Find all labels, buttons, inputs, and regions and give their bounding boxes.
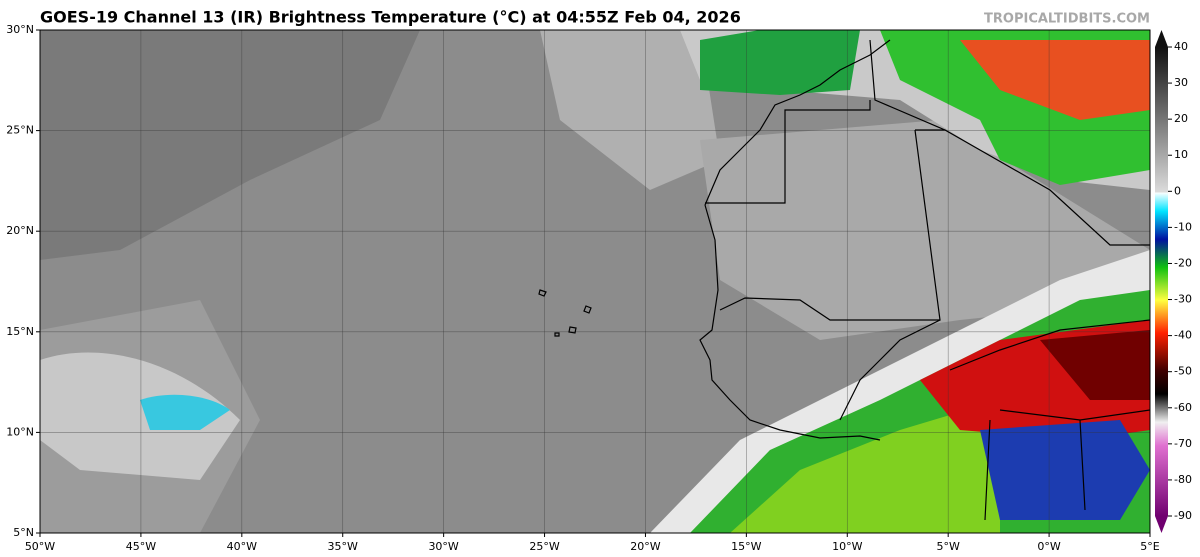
lon-label: 0°W (1037, 540, 1060, 553)
lat-label: 20°N (6, 224, 34, 237)
lat-label: 10°N (6, 425, 34, 438)
lon-label: 45°W (126, 540, 156, 553)
lat-label: 15°N (6, 325, 34, 338)
title: GOES-19 Channel 13 (IR) Brightness Tempe… (40, 8, 741, 27)
lon-label: 5°W (936, 540, 959, 553)
borders (538, 39, 1150, 521)
colorbar-label: -50 (1174, 365, 1192, 378)
colorbar-label: -80 (1174, 473, 1192, 486)
lon-label: 25°W (529, 540, 559, 553)
colorbar-label: 40 (1174, 40, 1188, 53)
lat-label: 5°N (13, 526, 34, 539)
colorbar-label: -40 (1174, 329, 1192, 342)
lon-label: 30°W (428, 540, 458, 553)
lon-label: 50°W (25, 540, 55, 553)
colorbar-label: -10 (1174, 220, 1192, 233)
map-frame (39, 29, 1151, 534)
imagery (40, 30, 1150, 533)
colorbar-label: -60 (1174, 401, 1192, 414)
colorbar-label: 30 (1174, 76, 1188, 89)
lon-label: 35°W (328, 540, 358, 553)
lat-label: 25°N (6, 124, 34, 137)
lon-label: 15°W (731, 540, 761, 553)
colorbar-label: -90 (1174, 509, 1192, 522)
lon-label: 5°E (1140, 540, 1159, 553)
watermark: TROPICALTIDBITS.COM (984, 12, 1150, 27)
colorbar-label: -70 (1174, 437, 1192, 450)
colorbar-label: 20 (1174, 112, 1188, 125)
lat-label: 30°N (6, 23, 34, 36)
colorbar-label: 10 (1174, 148, 1188, 161)
lon-label: 10°W (832, 540, 862, 553)
lon-label: 40°W (227, 540, 257, 553)
colorbar-label: 0 (1174, 184, 1181, 197)
colorbar: 40 30 20 10 0 -10 -20 -30 -40 -50 -60 -70 -80 -90 (1155, 30, 1192, 533)
lon-label: 20°W (630, 540, 660, 553)
colorbar-label: -20 (1174, 256, 1192, 269)
colorbar-label: -30 (1174, 293, 1192, 306)
